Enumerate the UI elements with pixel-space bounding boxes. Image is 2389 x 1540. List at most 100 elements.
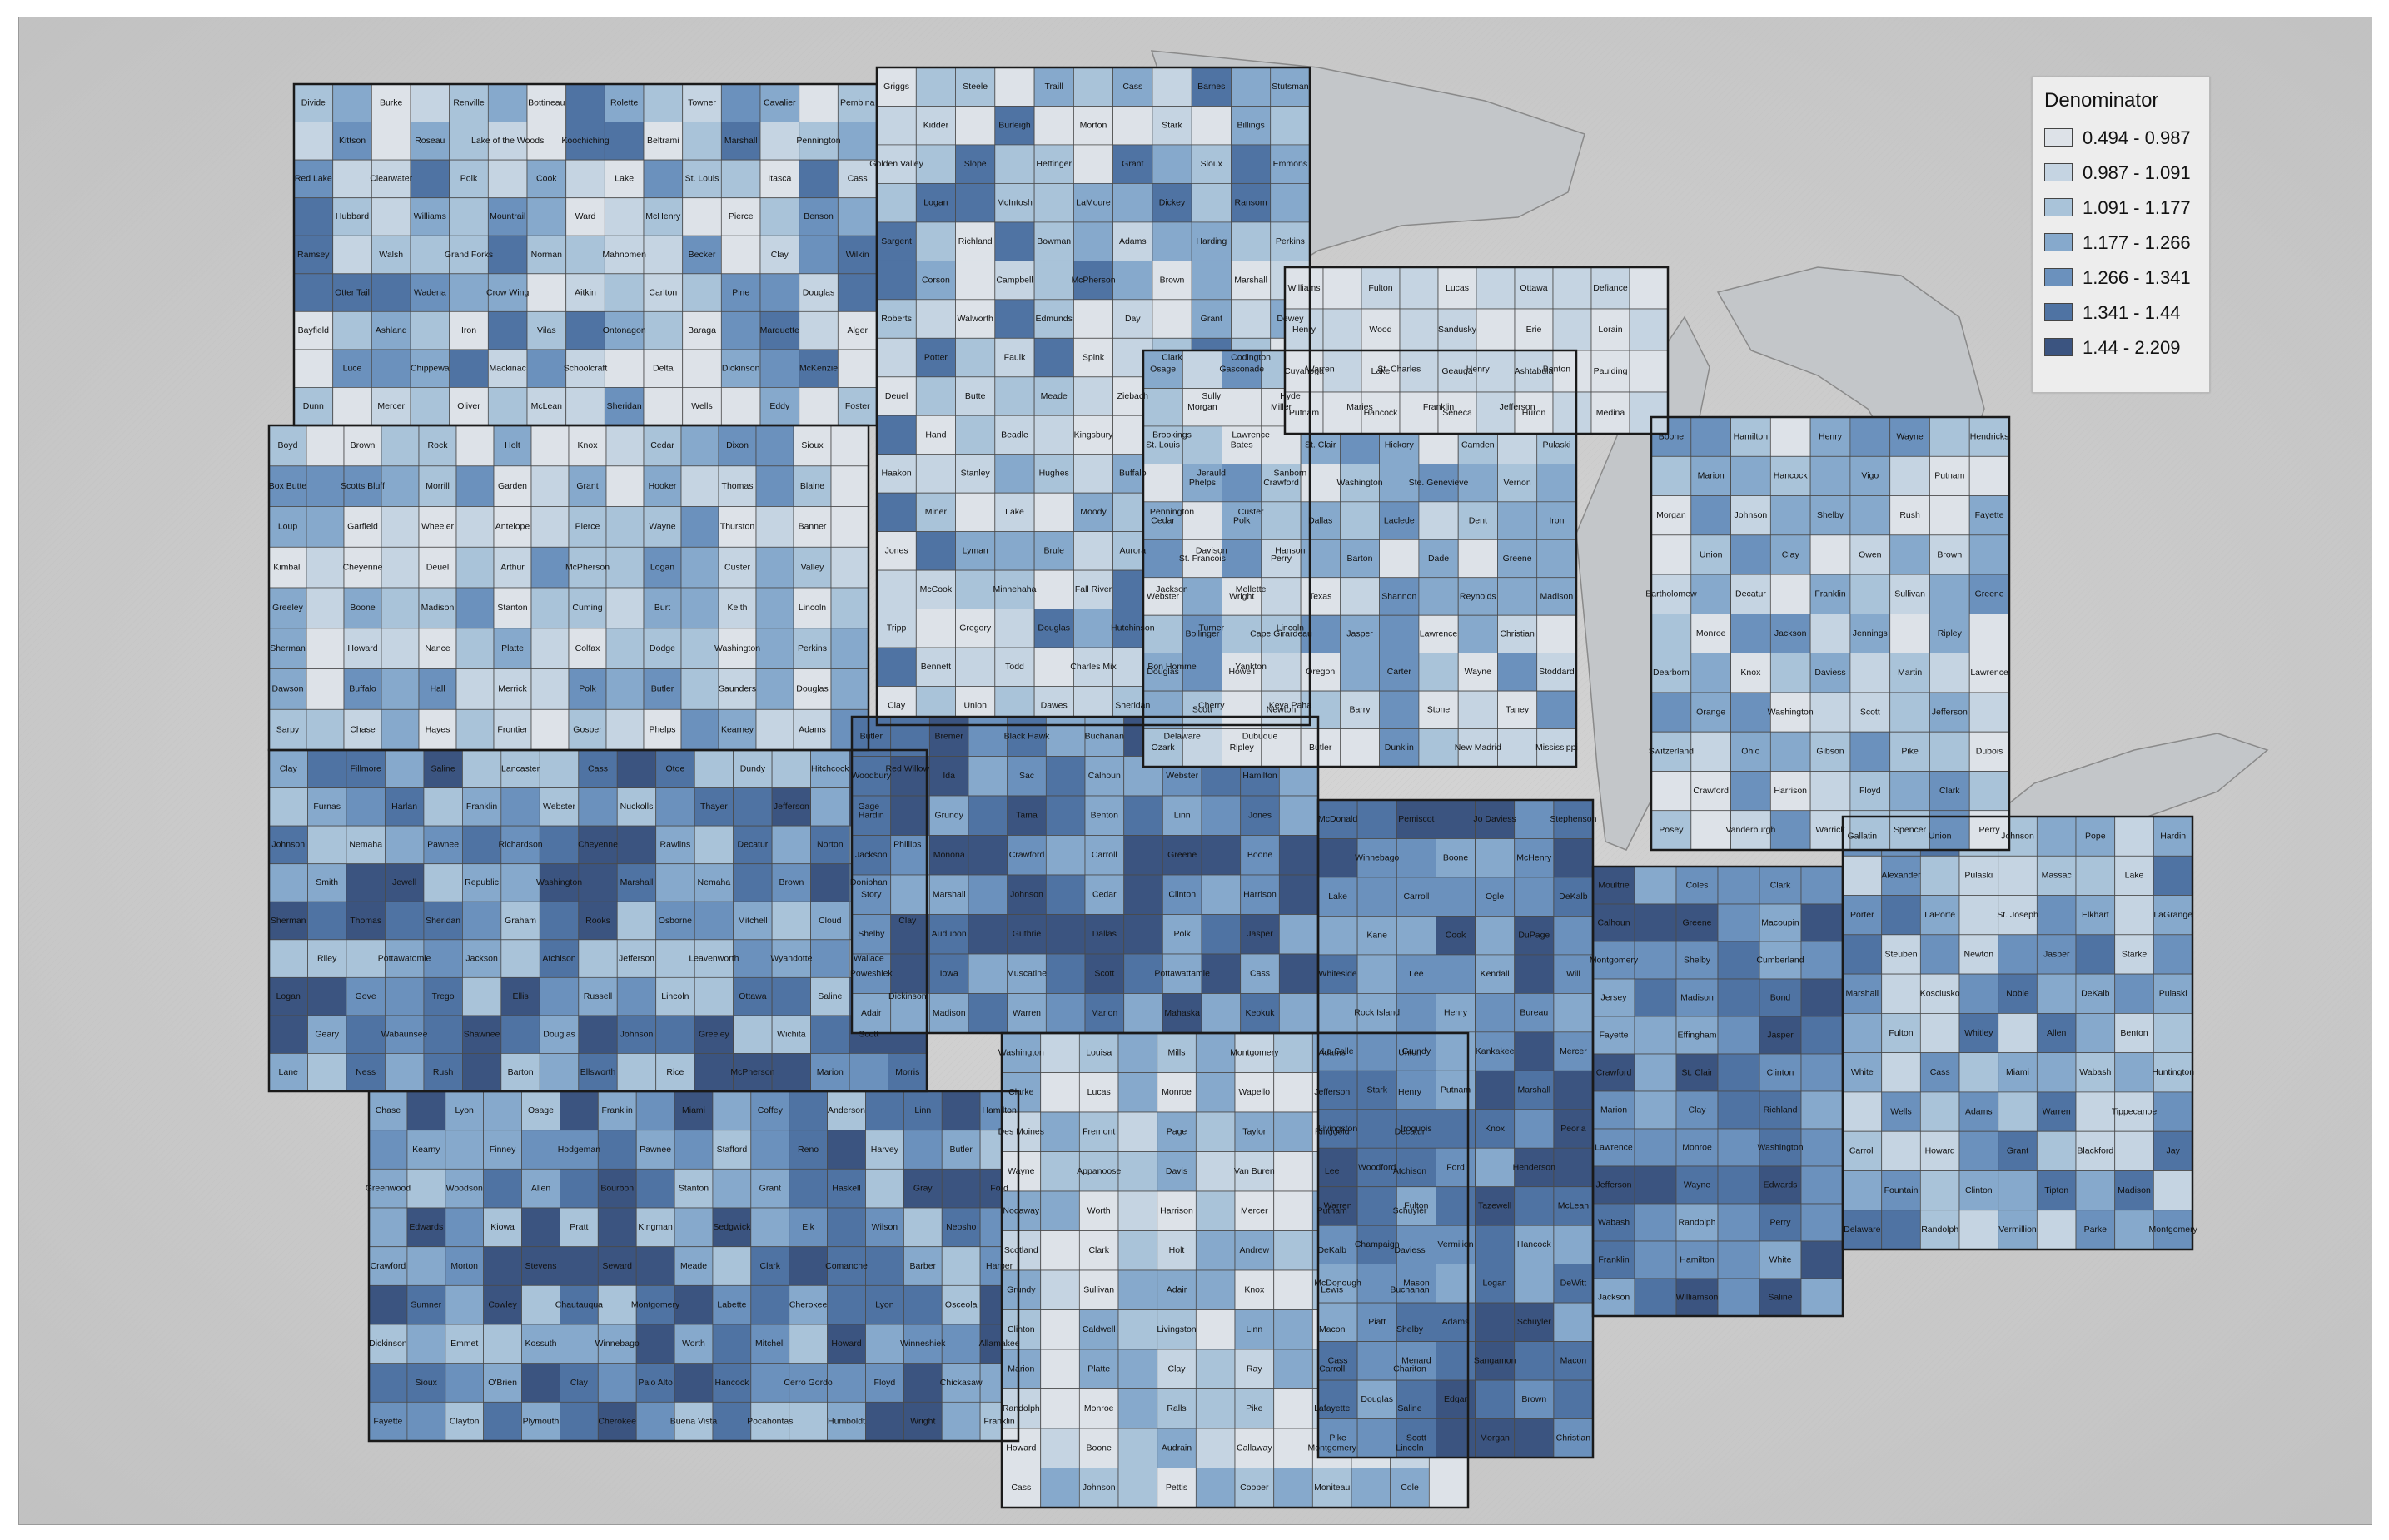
county-polygon[interactable] [483, 1168, 522, 1209]
county-polygon[interactable] [1842, 973, 1883, 1014]
county-polygon[interactable] [750, 1246, 790, 1286]
county-polygon[interactable] [332, 310, 372, 350]
county-polygon[interactable] [680, 668, 719, 710]
county-polygon[interactable] [733, 939, 773, 978]
county-polygon[interactable] [381, 668, 420, 710]
county-polygon[interactable] [890, 914, 930, 955]
county-polygon[interactable] [1889, 495, 1930, 536]
county-polygon[interactable] [1073, 569, 1114, 609]
county-polygon[interactable] [1117, 1151, 1158, 1192]
county-polygon[interactable] [1033, 609, 1074, 648]
county-polygon[interactable] [539, 976, 580, 1016]
county-polygon[interactable] [604, 273, 645, 312]
county-polygon[interactable] [1396, 1225, 1436, 1265]
county-polygon[interactable] [604, 310, 645, 350]
county-polygon[interactable] [1073, 144, 1114, 184]
county-polygon[interactable] [1881, 973, 1921, 1014]
county-polygon[interactable] [720, 83, 761, 122]
county-polygon[interactable] [1033, 144, 1074, 184]
county-polygon[interactable] [1650, 810, 1692, 851]
county-polygon[interactable] [1045, 914, 1086, 955]
county-polygon[interactable] [1552, 308, 1592, 351]
county-polygon[interactable] [445, 1284, 485, 1325]
county-polygon[interactable] [1717, 978, 1760, 1017]
county-polygon[interactable] [539, 939, 580, 978]
county-polygon[interactable] [655, 939, 695, 978]
county-polygon[interactable] [2036, 1130, 2077, 1171]
county-polygon[interactable] [604, 122, 645, 161]
county-polygon[interactable] [343, 668, 382, 710]
county-polygon[interactable] [955, 609, 996, 648]
county-polygon[interactable] [1800, 1165, 1844, 1205]
county-polygon[interactable] [1112, 299, 1153, 339]
county-polygon[interactable] [941, 1401, 981, 1442]
county-polygon[interactable] [1356, 877, 1397, 917]
county-polygon[interactable] [1514, 877, 1555, 917]
county-polygon[interactable] [346, 863, 386, 902]
county-polygon[interactable] [1040, 1349, 1080, 1389]
county-polygon[interactable] [1514, 1341, 1555, 1381]
county-polygon[interactable] [1399, 391, 1439, 435]
county-polygon[interactable] [1958, 1091, 1999, 1132]
county-polygon[interactable] [810, 863, 850, 902]
county-polygon[interactable] [1437, 266, 1477, 310]
county-polygon[interactable] [1800, 978, 1844, 1017]
county-polygon[interactable] [712, 1246, 752, 1286]
county-polygon[interactable] [1340, 653, 1381, 692]
county-polygon[interactable] [810, 939, 850, 978]
county-polygon[interactable] [928, 953, 969, 994]
county-polygon[interactable] [968, 756, 1008, 797]
county-polygon[interactable] [1340, 577, 1381, 616]
county-polygon[interactable] [483, 1363, 522, 1403]
county-polygon[interactable] [1340, 728, 1381, 768]
county-polygon[interactable] [643, 349, 684, 388]
county-polygon[interactable] [565, 235, 605, 275]
county-polygon[interactable] [994, 299, 1035, 339]
county-polygon[interactable] [568, 425, 607, 467]
county-polygon[interactable] [643, 83, 684, 122]
county-polygon[interactable] [1222, 425, 1262, 464]
county-polygon[interactable] [2075, 1170, 2116, 1211]
county-polygon[interactable] [605, 425, 645, 467]
county-polygon[interactable] [789, 1090, 829, 1131]
county-polygon[interactable] [597, 1284, 637, 1325]
county-polygon[interactable] [500, 1015, 540, 1054]
county-polygon[interactable] [1730, 455, 1771, 496]
county-polygon[interactable] [720, 386, 761, 426]
county-polygon[interactable] [332, 273, 372, 312]
county-polygon[interactable] [1117, 1190, 1158, 1231]
county-polygon[interactable] [1278, 874, 1319, 915]
county-polygon[interactable] [306, 425, 345, 467]
county-polygon[interactable] [1919, 855, 1960, 896]
county-polygon[interactable] [384, 1053, 425, 1092]
county-polygon[interactable] [1117, 1072, 1158, 1113]
county-polygon[interactable] [332, 386, 372, 426]
county-polygon[interactable] [1650, 534, 1692, 575]
county-polygon[interactable] [371, 235, 411, 275]
county-polygon[interactable] [1553, 1070, 1594, 1110]
county-polygon[interactable] [1675, 1053, 1719, 1092]
county-polygon[interactable] [1881, 1013, 1921, 1054]
county-polygon[interactable] [733, 825, 773, 865]
county-polygon[interactable] [1396, 1341, 1436, 1381]
county-polygon[interactable] [830, 465, 869, 507]
county-polygon[interactable] [1769, 692, 1811, 733]
county-polygon[interactable] [568, 668, 607, 710]
county-polygon[interactable] [368, 1207, 408, 1248]
county-polygon[interactable] [1117, 1468, 1158, 1508]
county-polygon[interactable] [371, 197, 411, 236]
county-polygon[interactable] [462, 901, 502, 941]
county-polygon[interactable] [332, 235, 372, 275]
county-polygon[interactable] [1399, 266, 1439, 310]
county-polygon[interactable] [655, 1053, 695, 1092]
county-polygon[interactable] [1690, 810, 1732, 851]
county-polygon[interactable] [410, 83, 450, 122]
county-polygon[interactable] [462, 939, 502, 978]
county-polygon[interactable] [789, 1363, 829, 1403]
county-polygon[interactable] [343, 465, 382, 507]
county-polygon[interactable] [694, 863, 734, 902]
county-polygon[interactable] [1234, 1428, 1275, 1468]
county-polygon[interactable] [2114, 1210, 2154, 1250]
county-polygon[interactable] [578, 749, 618, 788]
county-polygon[interactable] [1182, 577, 1223, 616]
